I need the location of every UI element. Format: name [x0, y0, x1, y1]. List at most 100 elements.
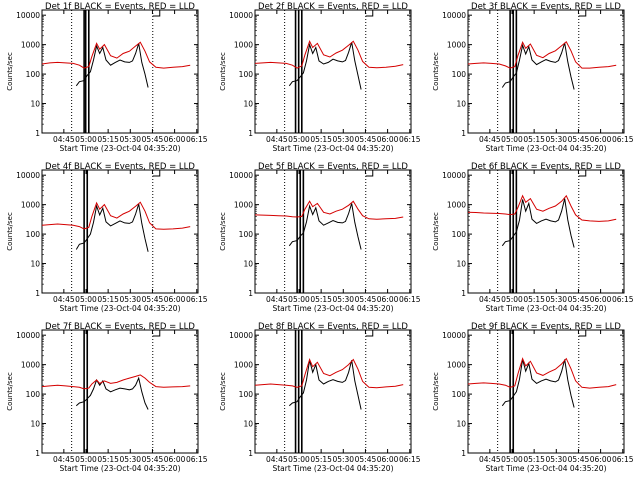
x-tick-label: 06:00: [590, 455, 612, 464]
events-series-line: [288, 360, 362, 410]
y-tick-label: 1: [461, 449, 466, 458]
y-tick-label: 10: [30, 100, 40, 109]
x-tick-label: 06:15: [399, 135, 421, 144]
lld-series-line: [254, 358, 404, 389]
y-tick-label: 1000: [447, 41, 466, 50]
lld-series-line: [467, 357, 617, 389]
corner-bracket: [152, 170, 161, 177]
chart-svg: Det 3f BLACK = Events, RED = LLD 1 10 100 10…: [432, 2, 634, 153]
chart-title: Det 8f BLACK = Events, RED = LLD: [258, 322, 408, 332]
x-tick-label: 05:45: [355, 295, 377, 304]
x-tick-label: 05:15: [310, 135, 332, 144]
y-axis-label: Counts/sec: [219, 212, 227, 251]
chart-svg: Det 7f BLACK = Events, RED = LLD 1 10 100 10…: [6, 322, 208, 473]
plot-frame: [467, 329, 625, 454]
x-tick-label: 05:15: [523, 135, 545, 144]
x-axis-label: Start Time (23-Oct-04 04:35:20): [59, 144, 180, 153]
y-tick-label: 10000: [16, 331, 40, 340]
chart-svg: Det 2f BLACK = Events, RED = LLD 1 10 100 10…: [219, 2, 421, 153]
y-tick-label: 10: [30, 260, 40, 269]
y-tick-label: 10000: [442, 11, 466, 20]
chart-title: Det 6f BLACK = Events, RED = LLD: [471, 162, 621, 172]
x-tick-label: 06:15: [399, 455, 421, 464]
y-tick-label: 1000: [234, 361, 253, 370]
x-axis-label: Start Time (23-Oct-04 04:35:20): [485, 144, 606, 153]
lld-series-line: [467, 194, 617, 222]
y-tick-label: 10000: [229, 331, 253, 340]
y-axis-label: Counts/sec: [432, 372, 440, 411]
x-tick-label: 06:15: [186, 135, 208, 144]
x-tick-label: 06:00: [377, 295, 399, 304]
y-tick-label: 1000: [21, 201, 40, 210]
x-tick-label: 05:30: [332, 295, 354, 304]
y-tick-label: 100: [239, 390, 254, 399]
y-axis-label: Counts/sec: [219, 52, 227, 91]
events-series-line: [288, 42, 362, 90]
corner-bracket: [578, 10, 587, 17]
x-tick-label: 05:45: [568, 135, 590, 144]
y-tick-label: 100: [26, 70, 41, 79]
y-tick-label: 100: [452, 390, 467, 399]
y-axis-label: Counts/sec: [219, 372, 227, 411]
y-axis-label: Counts/sec: [432, 212, 440, 251]
x-tick-label: 05:00: [501, 135, 523, 144]
chart-panel: Det 5f BLACK = Events, RED = LLD 1 10 100 10…: [213, 160, 426, 320]
x-tick-label: 05:15: [310, 295, 332, 304]
y-tick-label: 1: [35, 289, 40, 298]
x-tick-label: 04:45: [53, 295, 75, 304]
chart-panel: Det 2f BLACK = Events, RED = LLD 1 10 100 10…: [213, 0, 426, 160]
y-tick-label: 10000: [442, 171, 466, 180]
chart-svg: Det 6f BLACK = Events, RED = LLD 1 10 100 10…: [432, 162, 634, 313]
chart-title: Det 1f BLACK = Events, RED = LLD: [45, 2, 195, 12]
chart-title: Det 7f BLACK = Events, RED = LLD: [45, 322, 195, 332]
x-axis-label: Start Time (23-Oct-04 04:35:20): [59, 464, 180, 473]
lld-series-line: [254, 200, 404, 220]
x-tick-label: 05:00: [288, 295, 310, 304]
corner-bracket: [578, 170, 587, 177]
x-tick-label: 05:45: [355, 455, 377, 464]
x-axis-label: Start Time (23-Oct-04 04:35:20): [59, 304, 180, 313]
x-tick-label: 06:15: [186, 295, 208, 304]
chart-svg: Det 9f BLACK = Events, RED = LLD 1 10 100 10…: [432, 322, 634, 473]
x-tick-label: 04:45: [479, 135, 501, 144]
x-tick-label: 05:00: [75, 135, 97, 144]
x-tick-label: 04:45: [266, 135, 288, 144]
events-series-line: [75, 43, 149, 88]
x-tick-label: 05:45: [568, 295, 590, 304]
x-tick-label: 04:45: [266, 455, 288, 464]
lld-series-line: [254, 40, 404, 69]
y-axis-label: Counts/sec: [6, 52, 14, 91]
y-tick-label: 100: [239, 70, 254, 79]
plot-frame: [41, 169, 199, 294]
y-axis-label: Counts/sec: [432, 52, 440, 91]
x-tick-label: 05:30: [332, 455, 354, 464]
x-tick-label: 04:45: [479, 295, 501, 304]
x-tick-label: 05:45: [355, 135, 377, 144]
events-series-line: [75, 376, 149, 410]
x-tick-label: 05:45: [142, 135, 164, 144]
plot-frame: [467, 169, 625, 294]
x-tick-label: 04:45: [266, 295, 288, 304]
chart-title: Det 9f BLACK = Events, RED = LLD: [471, 322, 621, 332]
chart-svg: Det 8f BLACK = Events, RED = LLD 1 10 100 10…: [219, 322, 421, 473]
x-tick-label: 05:30: [332, 135, 354, 144]
x-axis-label: Start Time (23-Oct-04 04:35:20): [272, 144, 393, 153]
corner-bracket: [152, 10, 161, 17]
lld-series-line: [41, 201, 191, 230]
chart-svg: Det 4f BLACK = Events, RED = LLD 1 10 100 10…: [6, 162, 208, 313]
y-tick-label: 1000: [447, 201, 466, 210]
y-tick-label: 10000: [16, 11, 40, 20]
events-series-line: [501, 42, 575, 90]
x-tick-label: 05:00: [288, 135, 310, 144]
plot-frame: [254, 9, 412, 134]
chart-title: Det 4f BLACK = Events, RED = LLD: [45, 162, 195, 172]
y-tick-label: 10000: [442, 331, 466, 340]
x-tick-label: 05:45: [142, 455, 164, 464]
chart-panel: Det 1f BLACK = Events, RED = LLD 1 10 100 10…: [0, 0, 213, 160]
y-tick-label: 10: [456, 260, 466, 269]
x-tick-label: 06:00: [164, 135, 186, 144]
plot-frame: [254, 169, 412, 294]
corner-bracket: [152, 330, 161, 337]
x-tick-label: 05:00: [501, 455, 523, 464]
